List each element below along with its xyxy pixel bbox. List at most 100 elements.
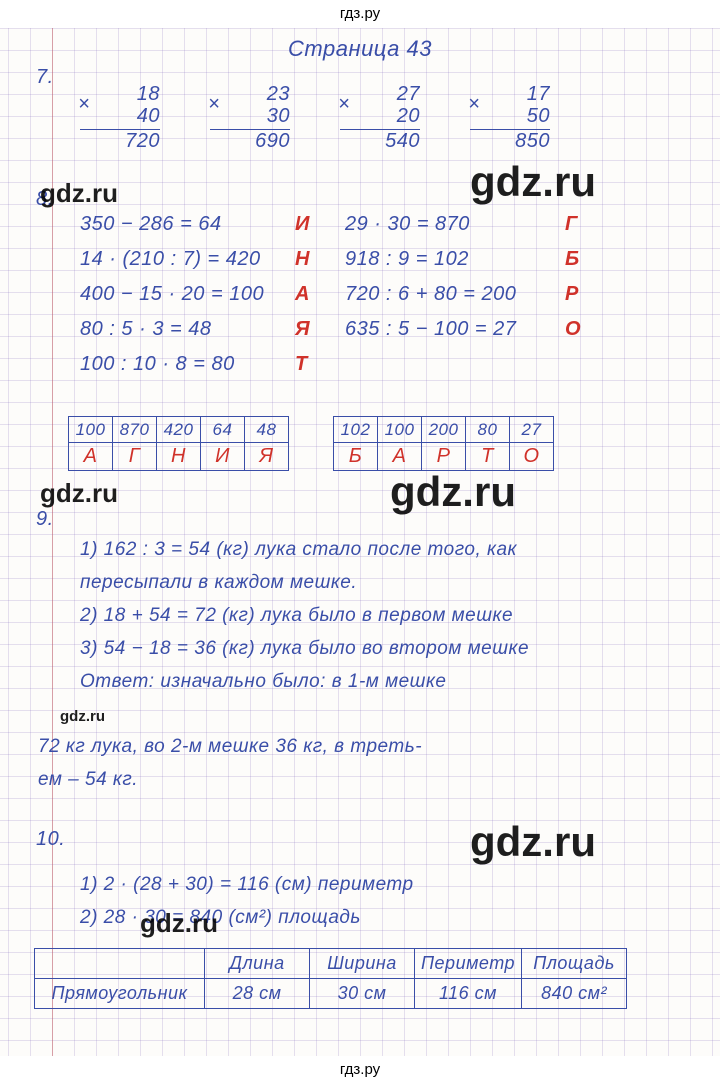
margin-line [52,28,53,1056]
p9-line: 72 кг лука, во 2-м мешке 36 кг, в треть- [38,730,688,763]
mult-r: 850 [470,130,550,152]
eq-letter: Р [565,283,595,306]
cell: 28 см [205,979,310,1009]
mult-a: 17 [470,83,550,105]
page-title: Страница 43 [0,36,720,62]
mult-2: × 23 30 690 [210,83,290,152]
mult-a: 23 [210,83,290,105]
cell: 30 см [310,979,415,1009]
eq-row: 400 − 15 · 20 = 100 А 720 : 6 + 80 = 200… [80,283,595,306]
problem-9-continuation: 72 кг лука, во 2-м мешке 36 кг, в треть-… [38,730,688,796]
eq-l: 100 : 10 · 8 = 80 [80,353,295,376]
tbl-let: Р [422,443,466,471]
mult-a: 18 [80,83,160,105]
tbl-num: 64 [201,417,245,443]
p10-line: 2) 28 · 30 = 840 (см²) площадь [80,901,680,934]
mult-b: 30 [210,105,290,127]
eq-letter: Н [295,248,345,271]
eq-l: 400 − 15 · 20 = 100 [80,283,295,306]
mult-a: 27 [340,83,420,105]
tbl-num: 200 [422,417,466,443]
mult-r: 720 [80,130,160,152]
p9-line: ем – 54 кг. [38,763,688,796]
problem-10-body: 1) 2 · (28 + 30) = 116 (см) периметр 2) … [80,868,680,934]
problem-7-mults: × 18 40 720 × 23 30 690 × 27 20 540 × 17… [80,83,550,152]
cell: 116 см [415,979,522,1009]
eq-row: 80 : 5 · 3 = 48 Я 635 : 5 − 100 = 27 О [80,318,595,341]
problem-8-number: 8. [36,188,54,211]
problem-10-number: 10. [36,828,65,851]
problem-8-equations: 350 − 286 = 64 И 29 · 30 = 870 Г 14 · (2… [80,213,595,388]
mult-b: 40 [80,105,160,127]
notebook-page: Страница 43 7. × 18 40 720 × 23 30 690 ×… [0,28,720,1056]
mult-r: 690 [210,130,290,152]
tbl-let: Б [334,443,378,471]
eq-letter: О [565,318,595,341]
eq-letter: Б [565,248,595,271]
problem-9-body: 1) 162 : 3 = 54 (кг) лука стало после то… [80,533,680,698]
mult-b: 20 [340,105,420,127]
tbl-let: Я [245,443,289,471]
eq-r: 29 · 30 = 870 [345,213,565,236]
p10-line: 1) 2 · (28 + 30) = 116 (см) периметр [80,868,680,901]
tbl-num: 80 [466,417,510,443]
eq-r: 918 : 9 = 102 [345,248,565,271]
hdr: Длина [205,949,310,979]
problem-7-number: 7. [36,66,54,89]
tbl-let: Г [113,443,157,471]
eq-row: 100 : 10 · 8 = 80 Т [80,353,595,376]
eq-letter: Г [565,213,595,236]
p9-line: 1) 162 : 3 = 54 (кг) лука стало после то… [80,533,680,566]
watermark: gdz.ru [390,468,516,516]
mult-b: 50 [470,105,550,127]
mult-r: 540 [340,130,420,152]
tbl-let: И [201,443,245,471]
p9-line: пересыпали в каждом мешке. [80,566,680,599]
tbl-let: О [510,443,554,471]
eq-row: 350 − 286 = 64 И 29 · 30 = 870 Г [80,213,595,236]
hdr: Площадь [522,949,627,979]
mult-3: × 27 20 540 [340,83,420,152]
tbl-num: 48 [245,417,289,443]
hdr [35,949,205,979]
tbl-num: 420 [157,417,201,443]
eq-letter: А [295,283,345,306]
mult-1: × 18 40 720 [80,83,160,152]
hdr: Периметр [415,949,522,979]
tbl-let: А [69,443,113,471]
eq-letter: Т [295,353,345,376]
tbl-num: 27 [510,417,554,443]
problem-9-number: 9. [36,508,54,531]
p9-line: Ответ: изначально было: в 1-м мешке [80,665,680,698]
bottom-site-bar: гдз.ру [0,1056,720,1084]
eq-letter: Я [295,318,345,341]
hdr: Ширина [310,949,415,979]
cell: 840 см² [522,979,627,1009]
tbl-let: А [378,443,422,471]
eq-l: 14 · (210 : 7) = 420 [80,248,295,271]
word-tables: 100 870 420 64 48 А Г Н И Я 102 100 200 … [68,416,554,471]
tbl-num: 102 [334,417,378,443]
tbl-let: Н [157,443,201,471]
p9-line: 3) 54 − 18 = 36 (кг) лука было во втором… [80,632,680,665]
p9-line: 2) 18 + 54 = 72 (кг) лука было в первом … [80,599,680,632]
watermark: gdz.ru [470,158,596,206]
tbl-num: 100 [69,417,113,443]
rectangle-table: Длина Ширина Периметр Площадь Прямоуголь… [34,948,627,1009]
eq-r: 635 : 5 − 100 = 27 [345,318,565,341]
top-site-bar: гдз.ру [0,0,720,28]
tbl-num: 870 [113,417,157,443]
watermark: gdz.ru [470,818,596,866]
word-table-2: 102 100 200 80 27 Б А Р Т О [333,416,554,471]
tbl-let: Т [466,443,510,471]
word-table-1: 100 870 420 64 48 А Г Н И Я [68,416,289,471]
cell: Прямоугольник [35,979,205,1009]
eq-r: 720 : 6 + 80 = 200 [345,283,565,306]
mult-4: × 17 50 850 [470,83,550,152]
tbl-num: 100 [378,417,422,443]
eq-l: 350 − 286 = 64 [80,213,295,236]
eq-row: 14 · (210 : 7) = 420 Н 918 : 9 = 102 Б [80,248,595,271]
eq-letter: И [295,213,345,236]
watermark: gdz.ru [60,708,105,725]
eq-l: 80 : 5 · 3 = 48 [80,318,295,341]
